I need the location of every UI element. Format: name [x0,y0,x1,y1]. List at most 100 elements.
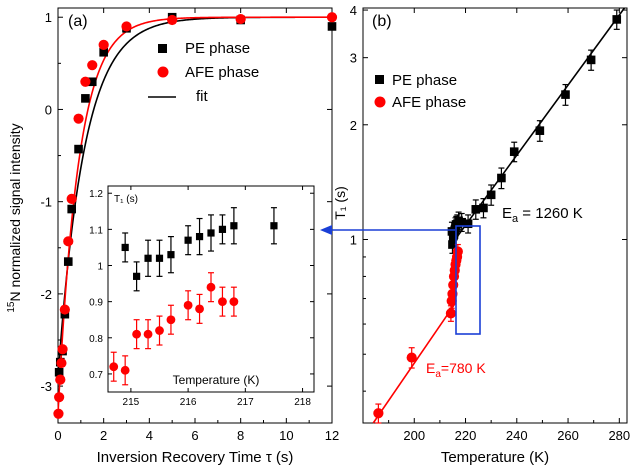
inset-point-afe [229,297,239,307]
a-point-afe [98,39,109,50]
a-point-afe [235,13,246,25]
b-point-pe [535,126,545,135]
b-ytick-label: 1 [350,233,357,248]
connector-arrow-head [320,225,332,235]
inset-point-pe [270,222,278,230]
b-point-pe [586,55,596,65]
panel-a-ylabel-text: 15N normalized signal intensity [6,123,23,312]
b-point-pe [457,217,466,227]
b-point-pe [463,219,473,229]
legend-b-afe-label: AFE phase [392,94,466,111]
legend-b-afe-marker [374,96,386,108]
a-point-pe [74,144,83,154]
a-point-afe [59,304,70,315]
a-point-afe [87,60,98,71]
legend-b-pe-label: PE phase [392,72,457,89]
panel-b-legend: PE phase AFE phase [374,72,466,111]
ea-afe-sub: a [435,369,441,380]
panel-a-label: (a) [68,13,88,30]
b-ytick-label: 3 [350,51,357,66]
a-fit-curve-1 [57,16,332,414]
inset-ylabel: T₁ (s) [114,194,138,205]
legend-pe-marker [158,44,167,53]
b-point-pe [479,203,488,213]
panel-a-fit-curves [57,16,332,414]
b-point-pe [561,90,570,99]
inset-point-afe [132,329,142,339]
inset-point-afe [155,326,164,335]
a-xtick-label: 12 [325,428,339,443]
inset-xtick-label: 217 [237,397,254,408]
b-point-afe [452,246,463,257]
a-ytick-label: 0 [45,102,52,117]
b-point-afe [373,408,384,419]
inset-ticks: 215 216 217 218 0.7 0.8 0.9 1 1.1 1.2 [89,186,314,408]
a-point-afe [63,236,74,247]
a-ytick-label: -1 [40,195,52,210]
a-point-afe [326,12,338,23]
a-xtick-label: 8 [237,428,244,443]
inset-xtick-label: 218 [294,397,311,408]
a-xtick-label: 4 [146,428,153,443]
a-point-pe [67,204,76,214]
a-point-afe [73,113,84,124]
inset-xtick-label: 216 [180,397,197,408]
inset-point-afe [206,282,216,292]
panel-b-ticks: 200 220 240 260 280 1 2 3 4 [350,3,630,443]
inset-point-pe [195,232,204,241]
ea-pe-sub: a [512,213,519,225]
a-point-afe [121,21,132,32]
a-xtick-label: 0 [54,428,61,443]
b-ytick-label: 4 [350,3,357,18]
inset-point-pe [218,225,227,233]
b-point-pe [471,205,481,214]
panel-a-ylabel: 15N normalized signal intensity [6,123,23,312]
inset-point-afe [143,329,153,339]
a-xtick-label: 6 [191,428,198,443]
a-xtick-label: 2 [100,428,107,443]
panel-a-legend: PE phase AFE phase fit [148,40,259,105]
inset-ytick-label: 0.8 [89,334,103,345]
inset-point-afe [120,365,130,375]
panel-b-xlabel: Temperature (K) [441,449,549,466]
panel-a-points [53,12,338,419]
a-point-afe [55,374,66,385]
panel-a-ylabel-main: N normalized signal intensity [7,123,23,301]
b-xtick-label: 260 [557,428,579,443]
a-point-pe [87,77,97,87]
legend-pe-label: PE phase [185,40,250,57]
ea-pe-rest: = 1260 K [518,205,583,222]
inset-point-afe [109,362,119,372]
b-xtick-label: 200 [403,428,425,443]
inset-point-pe [167,251,175,259]
b-point-pe [509,147,519,156]
legend-afe-label: AFE phase [185,64,259,81]
a-point-pe [81,94,90,103]
inset-ytick-label: 1 [97,262,103,273]
inset-ytick-label: 0.9 [89,298,103,309]
inset-point-pe [207,229,215,237]
a-point-afe [57,344,68,355]
a-ytick-label: 1 [45,10,52,25]
a-point-pe [54,367,64,377]
legend-fit-label: fit [196,88,209,105]
activation-energy-afe: Ea=780 K [426,360,486,380]
a-point-pe [99,47,108,57]
a-ytick-label: -2 [40,287,52,302]
activation-energy-pe: Ea = 1260 K [502,205,583,225]
ea-afe-rest: =780 K [441,360,486,376]
inset-ytick-label: 0.7 [89,370,103,381]
inset-xlabel: Temperature (K) [173,373,260,387]
a-point-pe [327,22,337,31]
inset-points [109,207,278,386]
panel-a: 0 2 4 6 8 10 12 -3 -2 -1 0 1 (a) Inversion Recovery… [6,7,339,466]
b-xtick-label: 220 [455,428,477,443]
b-xtick-label: 280 [608,428,630,443]
b-fit-line-1 [372,302,456,424]
inset-point-afe [218,297,227,307]
inset-point-pe [121,243,129,252]
panel-a-xlabel: Inversion Recovery Time τ (s) [97,449,294,466]
panel-a-ylabel-sup: 15 [6,301,17,313]
panel-b-label: (b) [372,13,392,30]
